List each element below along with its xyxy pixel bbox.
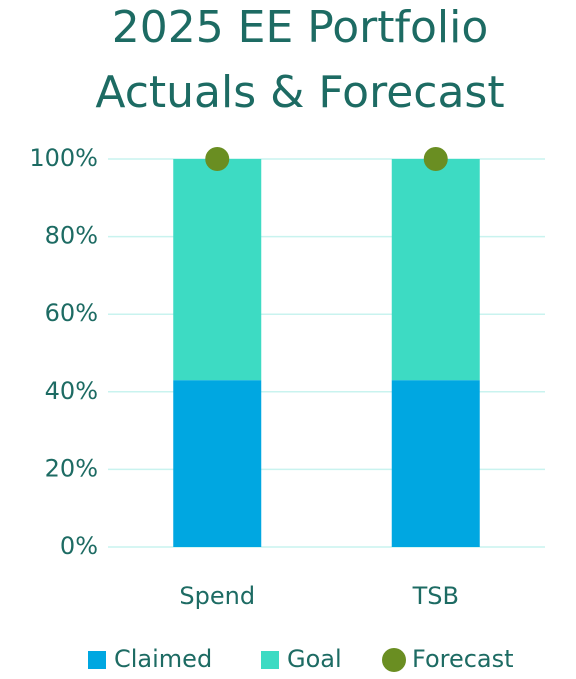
marker bbox=[205, 147, 230, 171]
legend-marker bbox=[88, 651, 106, 669]
legend-marker bbox=[261, 651, 279, 669]
marker bbox=[423, 147, 448, 171]
chart-title: Actuals & Forecast bbox=[95, 67, 504, 118]
y-tick-label: 100% bbox=[29, 144, 98, 172]
bar bbox=[173, 380, 262, 547]
bar bbox=[173, 159, 262, 381]
legend-label: Forecast bbox=[412, 645, 514, 673]
legend-label: Claimed bbox=[114, 645, 212, 673]
chart-title: 2025 EE Portfolio bbox=[112, 2, 489, 53]
bar bbox=[391, 380, 480, 547]
y-tick-label: 40% bbox=[45, 377, 98, 405]
y-tick-label: 80% bbox=[45, 222, 98, 250]
legend-marker bbox=[382, 648, 406, 672]
y-tick-label: 0% bbox=[60, 532, 98, 560]
x-tick-label: Spend bbox=[179, 582, 255, 610]
bar bbox=[391, 159, 480, 381]
y-tick-label: 20% bbox=[45, 454, 98, 482]
x-tick-label: TSB bbox=[412, 582, 459, 610]
y-tick-label: 60% bbox=[45, 299, 98, 327]
legend-label: Goal bbox=[287, 645, 342, 673]
